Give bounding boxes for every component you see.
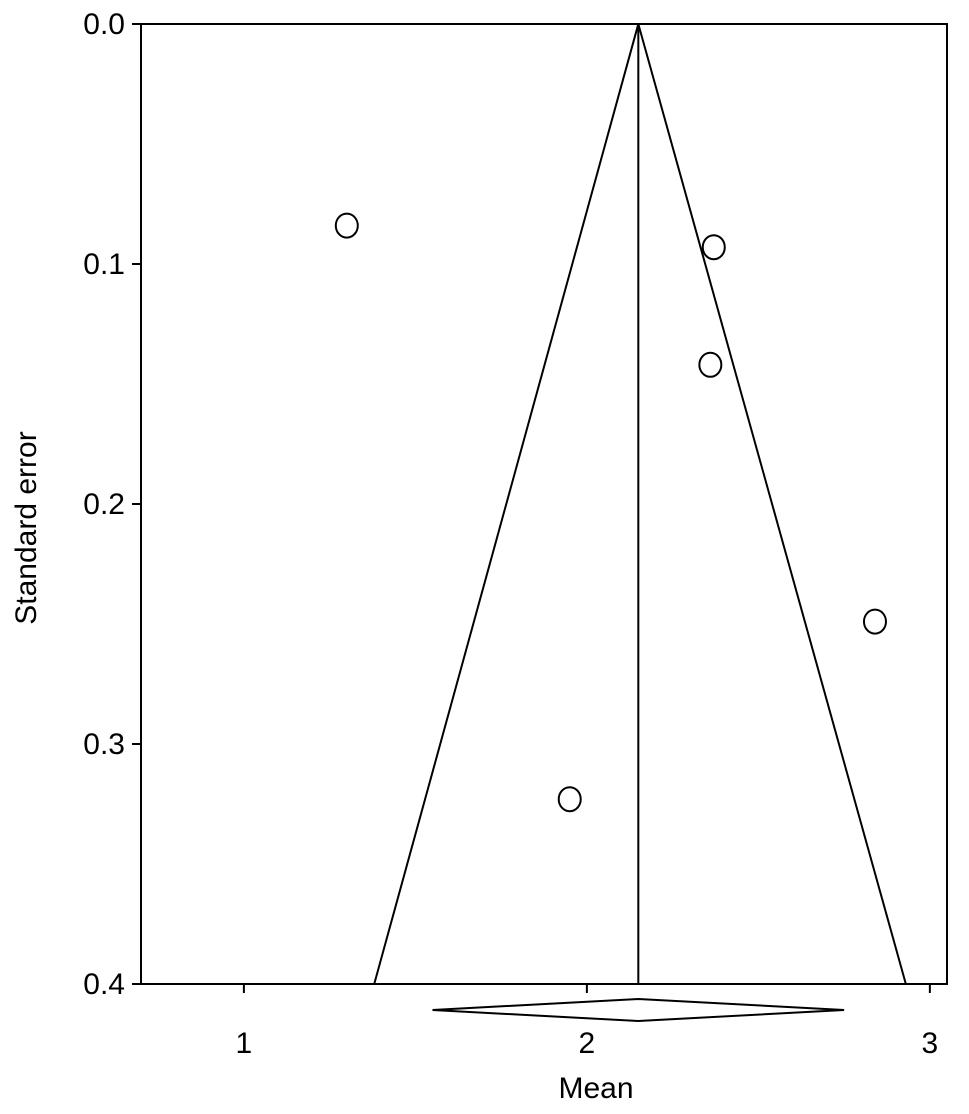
x-tick-label-2: 2 (579, 1027, 596, 1060)
study-point-2 (701, 234, 726, 261)
x-tick-label-1: 1 (236, 1027, 253, 1060)
funnel-right-boundary (637, 23, 907, 985)
plot-frame (140, 23, 948, 985)
y-tick-label-0.1: 0.1 (83, 248, 125, 281)
summary-diamond-layer (432, 997, 845, 1023)
y-tick-label-0.0: 0.0 (83, 8, 125, 41)
study-point-1 (334, 212, 359, 239)
y-tick-label-0.2: 0.2 (83, 488, 125, 521)
study-point-3 (698, 351, 723, 378)
y-tick-label-0.3: 0.3 (83, 728, 125, 761)
study-point-4 (862, 608, 887, 635)
y-axis: 0.0 0.1 0.2 0.3 0.4 (83, 8, 141, 1001)
x-axis: 1 2 3 (236, 984, 939, 1060)
x-axis-title: Mean (558, 1072, 633, 1105)
study-point-5 (557, 786, 582, 813)
funnel-layer (373, 23, 907, 985)
funnel-left-boundary (373, 23, 640, 985)
points-layer (334, 212, 887, 813)
summary-diamond (432, 997, 845, 1023)
y-tick-label-0.4: 0.4 (83, 968, 125, 1001)
y-axis-title: Standard error (10, 431, 43, 624)
x-tick-label-3: 3 (922, 1027, 939, 1060)
